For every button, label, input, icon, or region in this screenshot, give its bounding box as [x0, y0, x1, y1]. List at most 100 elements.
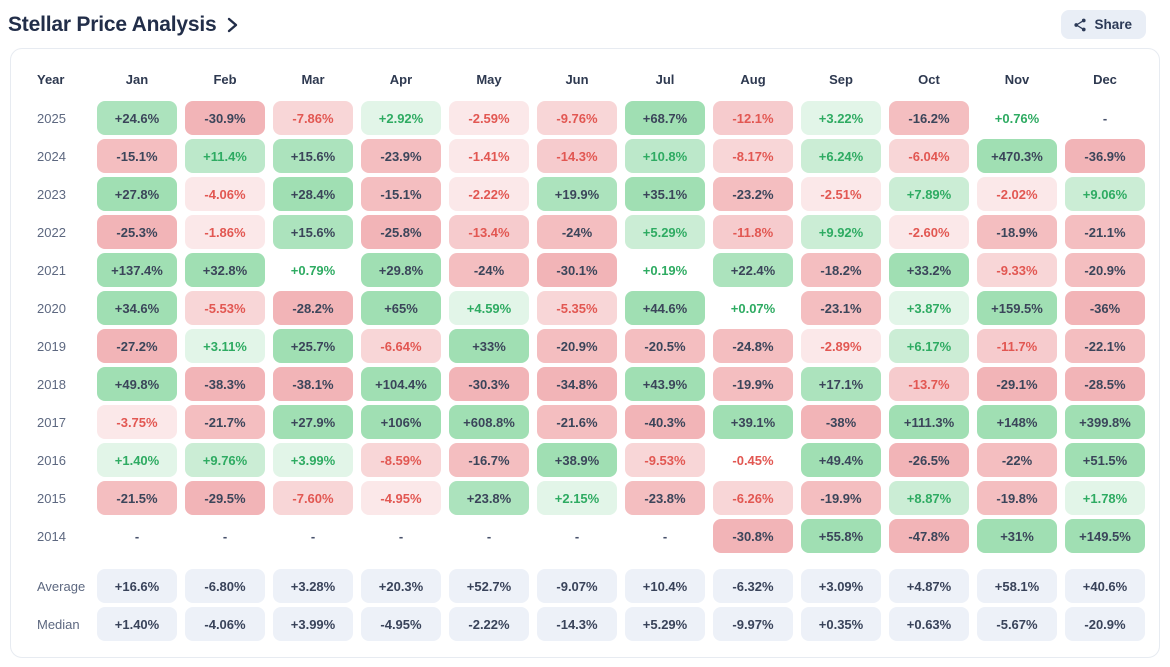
price-cell: -38% [801, 405, 881, 439]
price-cell: +16.6% [97, 569, 177, 603]
table-row: 2015 -21.5% -29.5% -7.60% -4.95% +23.8% +2.15%… [25, 479, 1145, 517]
price-cell: -7.86% [273, 101, 353, 135]
price-analysis-card: Year Jan Feb Mar Apr May Jun Jul Aug Sep Oct Nov De… [10, 48, 1160, 658]
price-cell: +608.8% [449, 405, 529, 439]
price-cell: -21.7% [185, 405, 265, 439]
price-cell: +137.4% [97, 253, 177, 287]
price-cell: -2.22% [449, 177, 529, 211]
price-cell: +33.2% [889, 253, 969, 287]
price-cell: -25.3% [97, 215, 177, 249]
price-cell: -24% [449, 253, 529, 287]
share-icon [1073, 18, 1087, 32]
price-cell: -6.80% [185, 569, 265, 603]
summary-row: Median +1.40% -4.06% +3.99% -4.95% -2.22% -14.… [25, 605, 1145, 643]
chevron-right-icon[interactable] [226, 17, 239, 33]
price-cell: -3.75% [97, 405, 177, 439]
price-cell: +25.7% [273, 329, 353, 363]
table-row: 2018 +49.8% -38.3% -38.1% +104.4% -30.3% -34.8… [25, 365, 1145, 403]
table-row: 2022 -25.3% -1.86% +15.6% -25.8% -13.4% -24% +5… [25, 213, 1145, 251]
year-label: 2025 [37, 110, 66, 126]
price-cell: +111.3% [889, 405, 969, 439]
price-cell: -8.17% [713, 139, 793, 173]
summary-label: Median [37, 616, 80, 632]
price-cell: -30.1% [537, 253, 617, 287]
table-row: 2025 +24.6% -30.9% -7.86% +2.92% -2.59% -9.76%… [25, 99, 1145, 137]
price-cell: -2.89% [801, 329, 881, 363]
price-cell: +3.99% [273, 607, 353, 641]
price-cell: +20.3% [361, 569, 441, 603]
price-cell: -12.1% [713, 101, 793, 135]
month-header: May [476, 71, 502, 87]
month-header: Sep [829, 71, 853, 87]
price-cell: -22% [977, 443, 1057, 477]
price-cell: -20.9% [1065, 607, 1145, 641]
price-cell: -36.9% [1065, 139, 1145, 173]
price-cell: - [486, 528, 492, 544]
price-cell: +4.59% [449, 291, 529, 325]
year-label: 2015 [37, 490, 66, 506]
price-cell: - [310, 528, 316, 544]
price-cell: -23.9% [361, 139, 441, 173]
price-cell: +39.1% [713, 405, 793, 439]
price-cell: - [398, 528, 404, 544]
price-cell: +159.5% [977, 291, 1057, 325]
price-cell: -0.45% [732, 452, 774, 468]
price-cell: -38.1% [273, 367, 353, 401]
table-row: 2017 -3.75% -21.7% +27.9% +106% +608.8% -21.6%… [25, 403, 1145, 441]
month-header: Aug [740, 71, 766, 87]
price-cell: +399.8% [1065, 405, 1145, 439]
price-cell: -2.22% [449, 607, 529, 641]
price-cell: -18.9% [977, 215, 1057, 249]
price-cell: +55.8% [801, 519, 881, 553]
price-cell: -5.67% [977, 607, 1057, 641]
price-cell: -5.53% [185, 291, 265, 325]
price-cell: -9.07% [537, 569, 617, 603]
price-cell: +32.8% [185, 253, 265, 287]
price-cell: +31% [977, 519, 1057, 553]
price-cell: -23.8% [625, 481, 705, 515]
price-cell: -2.02% [977, 177, 1057, 211]
price-cell: +9.76% [185, 443, 265, 477]
price-cell: -4.95% [361, 607, 441, 641]
month-header: Dec [1093, 71, 1117, 87]
price-cell: +27.9% [273, 405, 353, 439]
table-row: 2023 +27.8% -4.06% +28.4% -15.1% -2.22% +19.9%… [25, 175, 1145, 213]
table-summary: Average +16.6% -6.80% +3.28% +20.3% +52.7% -9.… [25, 567, 1145, 643]
summary-row: Average +16.6% -6.80% +3.28% +20.3% +52.7% -9.… [25, 567, 1145, 605]
price-cell: +5.29% [625, 607, 705, 641]
price-cell: -16.7% [449, 443, 529, 477]
price-cell: +27.8% [97, 177, 177, 211]
price-cell: +34.6% [97, 291, 177, 325]
price-cell: +0.79% [290, 262, 336, 278]
price-cell: -27.2% [97, 329, 177, 363]
price-cell: +33% [449, 329, 529, 363]
price-cell: +58.1% [977, 569, 1057, 603]
price-cell: - [222, 528, 228, 544]
price-cell: +6.24% [801, 139, 881, 173]
price-cell: +3.28% [273, 569, 353, 603]
year-label: 2019 [37, 338, 66, 354]
summary-label: Average [37, 578, 86, 594]
price-cell: +44.6% [625, 291, 705, 325]
price-cell: +15.6% [273, 139, 353, 173]
price-cell: -4.95% [361, 481, 441, 515]
share-button[interactable]: Share [1061, 10, 1146, 39]
price-cell: +52.7% [449, 569, 529, 603]
price-cell: -4.06% [185, 177, 265, 211]
month-header: Mar [301, 71, 325, 87]
price-cell: +9.92% [801, 215, 881, 249]
price-cell: +0.76% [994, 110, 1040, 126]
price-cell: +470.3% [977, 139, 1057, 173]
price-cell: +6.17% [889, 329, 969, 363]
price-cell: -7.60% [273, 481, 353, 515]
price-cell: -22.1% [1065, 329, 1145, 363]
table-row: 2014 - - - - - - - -30.8% +55.8% -47.8% +31% +149.5% [25, 517, 1145, 555]
topbar: Stellar Price Analysis Share [0, 0, 1170, 48]
month-header: Jun [565, 71, 589, 87]
share-button-label: Share [1094, 17, 1132, 32]
price-cell: -19.9% [801, 481, 881, 515]
price-cell: -8.59% [361, 443, 441, 477]
price-cell: -21.5% [97, 481, 177, 515]
price-cell: -11.7% [977, 329, 1057, 363]
